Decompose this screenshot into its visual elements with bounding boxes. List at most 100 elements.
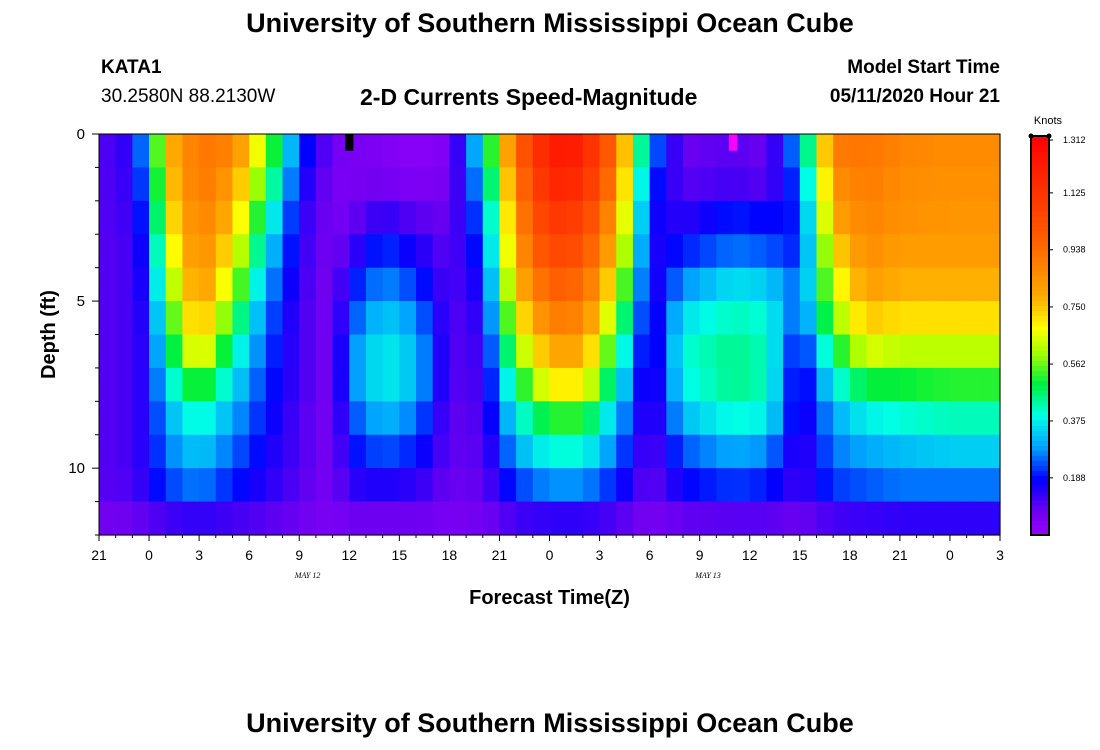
heatmap-cell xyxy=(599,200,617,235)
heatmap-cell xyxy=(666,334,684,369)
y-tick-label: 0 xyxy=(77,126,85,143)
heatmap-cell xyxy=(315,334,334,369)
heatmap-cell xyxy=(482,134,501,169)
heatmap-cell xyxy=(299,367,317,402)
heatmap-cell xyxy=(349,134,367,169)
heatmap-cell xyxy=(365,267,384,302)
heatmap-cell xyxy=(582,367,601,402)
heatmap-cell xyxy=(649,234,667,269)
heatmap-cell xyxy=(899,267,918,302)
heatmap-cell xyxy=(332,401,350,436)
heatmap-cell xyxy=(165,468,184,503)
heatmap-cell xyxy=(933,234,951,269)
heatmap-cell xyxy=(299,334,317,369)
heatmap-cell xyxy=(365,134,384,169)
heatmap-cell xyxy=(249,167,267,202)
heatmap-cell xyxy=(165,434,184,469)
heatmap-cell xyxy=(516,501,534,536)
heatmap-cell xyxy=(532,234,551,269)
heatmap-cell xyxy=(949,468,968,503)
heatmap-cell xyxy=(916,134,934,169)
heatmap-cell xyxy=(966,301,984,336)
heatmap-cell xyxy=(582,334,601,369)
heatmap-cell xyxy=(382,301,400,336)
heatmap-cell xyxy=(265,234,284,269)
heatmap-cell xyxy=(265,301,284,336)
x-tick-label: 18 xyxy=(842,547,858,563)
x-tick-label: 6 xyxy=(245,547,253,563)
heatmap-cell xyxy=(849,468,868,503)
heatmap-cell xyxy=(816,234,834,269)
colorbar-segment xyxy=(1031,475,1049,481)
heatmap-cell xyxy=(165,234,184,269)
colorbar-segment xyxy=(1031,230,1049,237)
heatmap-cell xyxy=(532,367,551,402)
heatmap-cell xyxy=(933,134,951,169)
colorbar-segment xyxy=(1031,270,1049,277)
heatmap-cell xyxy=(599,301,617,336)
heatmap-cell xyxy=(816,434,834,469)
heatmap-cell xyxy=(165,200,184,235)
station-id: KATA1 xyxy=(101,57,162,78)
heatmap-cell xyxy=(816,301,834,336)
heatmap-cell xyxy=(716,234,734,269)
heatmap-cell xyxy=(983,134,1001,169)
heatmap-cell xyxy=(549,468,567,503)
heatmap-cell xyxy=(883,267,901,302)
heatmap-cell xyxy=(649,334,667,369)
heatmap-cell xyxy=(616,167,634,202)
heatmap-cell xyxy=(349,367,367,402)
heatmap-cell xyxy=(282,301,300,336)
heatmap-cell xyxy=(99,267,117,302)
heatmap-cell xyxy=(883,200,901,235)
heatmap-cell xyxy=(716,468,734,503)
colorbar-segment xyxy=(1031,355,1049,362)
heatmap-cell xyxy=(349,401,367,436)
heatmap-cell xyxy=(315,200,334,235)
heatmap-cell xyxy=(883,468,901,503)
heatmap-cell xyxy=(566,401,584,436)
axes: 21 0 3 6 9 12 15 18 21 0 3 6 9 12 15 18 21 0 3 MAY 12 MAY 13… xyxy=(68,126,1004,580)
heatmap-cell xyxy=(682,267,701,302)
heatmap-cell xyxy=(132,134,150,169)
heatmap-cell xyxy=(516,301,534,336)
heatmap-cell xyxy=(382,501,400,536)
heatmap-cell xyxy=(799,367,818,402)
heatmap-cell xyxy=(249,434,267,469)
x-tick-label: 0 xyxy=(946,547,954,563)
colorbar-segment xyxy=(1031,440,1049,446)
heatmap-cell xyxy=(816,334,834,369)
heatmap-cell xyxy=(249,401,267,436)
heatmap-cell xyxy=(566,334,584,369)
heatmap-cell xyxy=(616,200,634,235)
heatmap-cell xyxy=(899,167,918,202)
heatmap-cell xyxy=(566,200,584,235)
colorbar-segment xyxy=(1031,275,1049,282)
heatmap-cell xyxy=(733,367,751,402)
colorbar-segment xyxy=(1031,185,1049,192)
heatmap-cell xyxy=(599,401,617,436)
heatmap-cell xyxy=(449,267,467,302)
heatmap-cell xyxy=(482,501,501,536)
heatmap-cell xyxy=(132,234,150,269)
heatmap-cell xyxy=(983,301,1001,336)
heatmap-cell xyxy=(549,267,567,302)
heatmap-cell xyxy=(332,501,350,536)
heatmap-cell xyxy=(649,301,667,336)
heatmap-cell xyxy=(966,401,984,436)
heatmap-cell xyxy=(382,334,400,369)
heatmap-cell xyxy=(666,167,684,202)
heatmap-cell xyxy=(182,200,200,235)
heatmap-cell xyxy=(349,167,367,202)
heatmap-cell xyxy=(649,200,667,235)
heatmap-cell xyxy=(899,334,918,369)
heatmap-cell xyxy=(199,134,217,169)
heatmap-cell xyxy=(299,434,317,469)
heatmap-cell xyxy=(599,468,617,503)
heatmap-cell xyxy=(616,301,634,336)
x-tick-label: 6 xyxy=(646,547,654,563)
heatmap-cell xyxy=(716,267,734,302)
x-tick-label: 21 xyxy=(892,547,908,563)
heatmap-cell xyxy=(149,434,167,469)
